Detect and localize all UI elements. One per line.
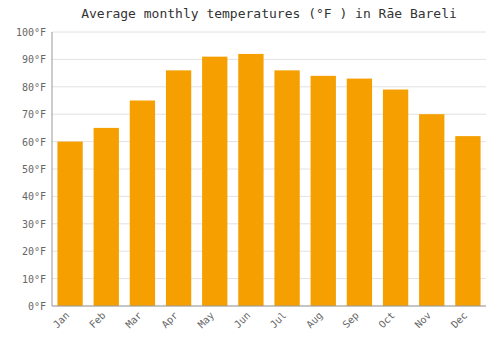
y-axis-line bbox=[52, 32, 53, 306]
x-tick-label: Feb bbox=[87, 310, 108, 331]
y-tick-label: 20°F bbox=[22, 246, 46, 257]
grid-line bbox=[52, 32, 486, 33]
bar bbox=[311, 76, 336, 306]
bars bbox=[57, 54, 480, 306]
grid bbox=[52, 32, 486, 306]
y-tick-label: 90°F bbox=[22, 54, 46, 65]
grid-line bbox=[52, 306, 486, 307]
bar bbox=[238, 54, 263, 306]
y-tick-label: 30°F bbox=[22, 219, 46, 230]
x-tick-label: Mar bbox=[123, 310, 144, 331]
x-axis-line bbox=[52, 306, 486, 307]
bar bbox=[130, 101, 155, 307]
x-tick-label: Sep bbox=[340, 310, 361, 331]
x-tick-label: May bbox=[196, 310, 217, 331]
title: Average monthly temperatures (°F ) in Rā… bbox=[81, 6, 457, 21]
y-tick-label: 80°F bbox=[22, 82, 46, 93]
y-tick-label: 60°F bbox=[22, 137, 46, 148]
x-tick-label: Apr bbox=[159, 310, 180, 331]
bar bbox=[455, 136, 480, 306]
bar bbox=[94, 128, 119, 306]
x-tick-label: Oct bbox=[376, 310, 397, 331]
grid-line bbox=[52, 86, 486, 87]
x-tick-label: Jan bbox=[51, 310, 72, 331]
bar bbox=[202, 57, 227, 306]
x-tick-label: Dec bbox=[449, 310, 470, 331]
y-tick-label: 40°F bbox=[22, 191, 46, 202]
x-tick-label: Jun bbox=[232, 310, 253, 331]
y-tick-label: 0°F bbox=[28, 301, 46, 312]
bar bbox=[419, 114, 444, 306]
bar bbox=[57, 142, 82, 306]
x-tick-label: Aug bbox=[304, 310, 325, 331]
bar bbox=[347, 79, 372, 306]
chart: Average monthly temperatures (°F ) in Rā… bbox=[0, 0, 500, 350]
y-tick-label: 70°F bbox=[22, 109, 46, 120]
y-tick-label: 100°F bbox=[16, 27, 46, 38]
y-tick-label: 50°F bbox=[22, 164, 46, 175]
bar bbox=[383, 90, 408, 306]
grid-line bbox=[52, 59, 486, 60]
bar bbox=[166, 70, 191, 306]
x-tick-label: Nov bbox=[413, 310, 434, 331]
bar bbox=[274, 70, 299, 306]
y-tick-label: 10°F bbox=[22, 274, 46, 285]
x-tick-label: Jul bbox=[268, 310, 289, 331]
